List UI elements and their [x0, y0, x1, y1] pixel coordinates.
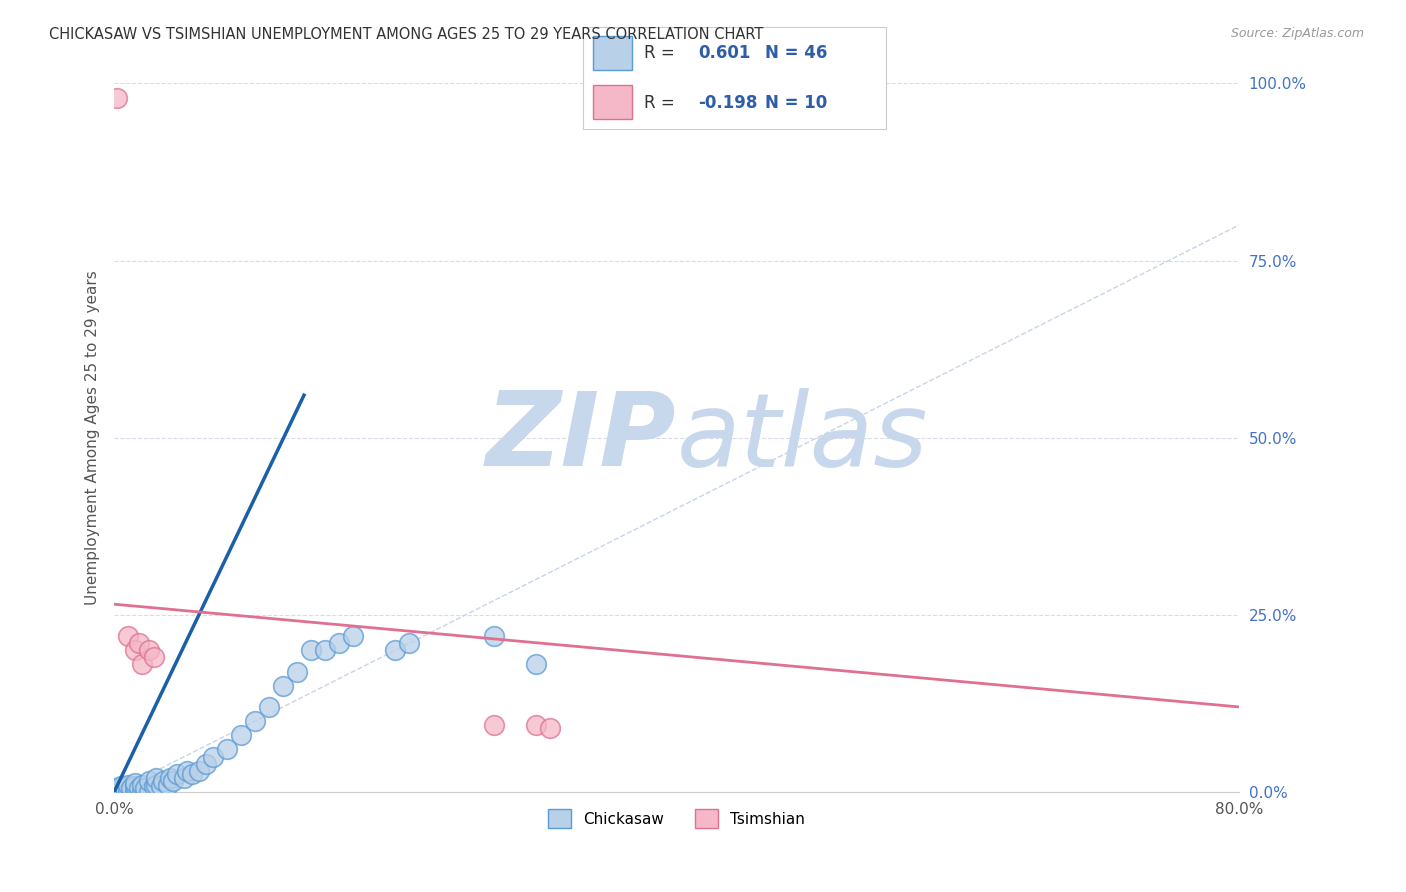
Point: [131, 778, 153, 792]
Point: [105, 90, 128, 104]
Point: [145, 778, 167, 792]
Point: [142, 779, 165, 793]
Point: [524, 717, 547, 731]
Text: N = 10: N = 10: [765, 94, 827, 112]
Point: [134, 781, 156, 796]
Point: [257, 700, 280, 714]
Point: [117, 785, 139, 799]
Point: [187, 764, 209, 778]
Point: [482, 717, 505, 731]
Point: [156, 778, 179, 792]
Point: [152, 774, 174, 789]
Point: [117, 778, 139, 792]
Point: [166, 767, 188, 781]
Point: [124, 785, 146, 799]
Point: [524, 657, 547, 672]
Text: N = 46: N = 46: [765, 45, 827, 62]
Point: [342, 629, 364, 643]
Point: [124, 776, 146, 790]
Point: [538, 721, 561, 735]
Point: [194, 756, 217, 771]
Text: 0.601: 0.601: [699, 45, 751, 62]
Point: [145, 771, 167, 785]
Text: -0.198: -0.198: [699, 94, 758, 112]
Point: [229, 728, 252, 742]
Point: [117, 629, 139, 643]
Point: [138, 774, 160, 789]
Point: [128, 781, 150, 796]
Text: ZIP: ZIP: [486, 387, 676, 488]
Text: R =: R =: [644, 94, 681, 112]
Point: [124, 779, 146, 793]
FancyBboxPatch shape: [592, 86, 631, 119]
Point: [271, 679, 294, 693]
Point: [131, 657, 153, 672]
Point: [285, 665, 308, 679]
Y-axis label: Unemployment Among Ages 25 to 29 years: Unemployment Among Ages 25 to 29 years: [86, 270, 100, 605]
Point: [299, 643, 322, 657]
Text: CHICKASAW VS TSIMSHIAN UNEMPLOYMENT AMONG AGES 25 TO 29 YEARS CORRELATION CHART: CHICKASAW VS TSIMSHIAN UNEMPLOYMENT AMON…: [49, 27, 763, 42]
Point: [173, 771, 195, 785]
Point: [314, 643, 336, 657]
Point: [162, 774, 184, 789]
Text: Source: ZipAtlas.com: Source: ZipAtlas.com: [1230, 27, 1364, 40]
Point: [243, 714, 266, 728]
Point: [120, 781, 142, 796]
Point: [103, 781, 125, 796]
Text: atlas: atlas: [676, 388, 928, 488]
Point: [159, 771, 181, 785]
Point: [149, 779, 172, 793]
Text: R =: R =: [644, 45, 681, 62]
Point: [482, 629, 505, 643]
Point: [215, 742, 238, 756]
Point: [128, 636, 150, 650]
Point: [124, 643, 146, 657]
Point: [138, 785, 160, 799]
Point: [131, 785, 153, 799]
Point: [176, 764, 198, 778]
Point: [398, 636, 420, 650]
Point: [201, 749, 224, 764]
FancyBboxPatch shape: [592, 36, 631, 70]
Point: [103, 785, 125, 799]
Point: [107, 782, 129, 797]
Point: [180, 767, 202, 781]
Point: [142, 650, 165, 665]
Point: [138, 643, 160, 657]
Point: [110, 779, 132, 793]
Point: [328, 636, 350, 650]
Point: [384, 643, 406, 657]
Point: [114, 781, 136, 796]
Legend: Chickasaw, Tsimshian: Chickasaw, Tsimshian: [543, 803, 811, 834]
